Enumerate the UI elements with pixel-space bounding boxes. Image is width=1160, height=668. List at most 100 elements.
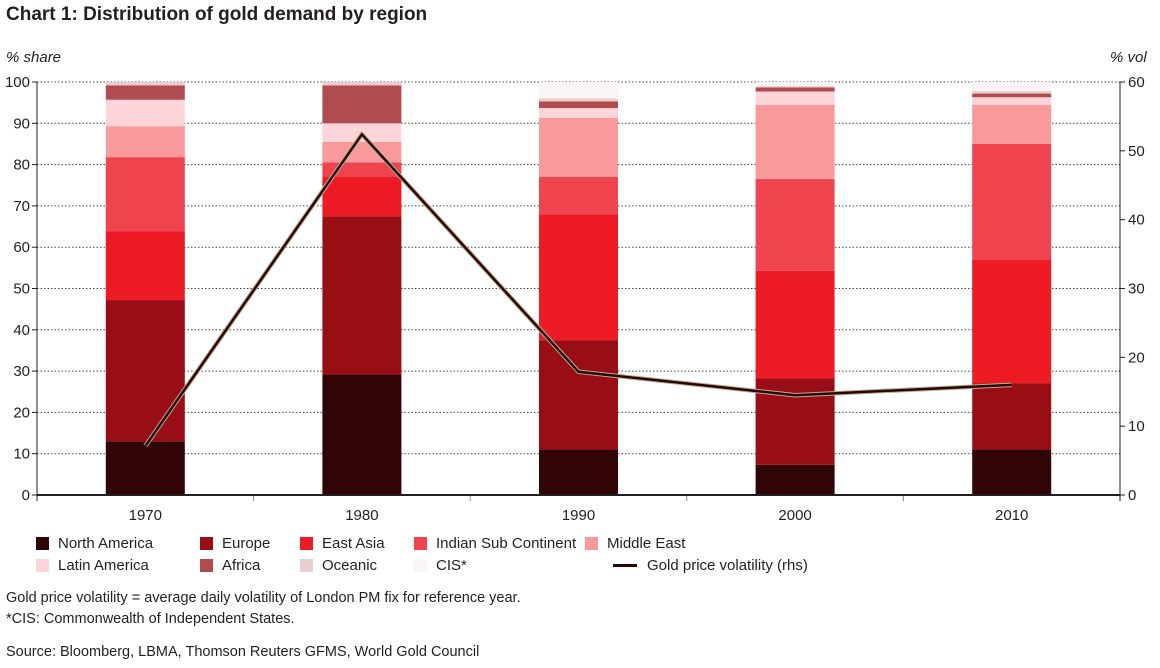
y-right-tick-label: 50 bbox=[1128, 143, 1145, 160]
bar-segment bbox=[755, 86, 835, 88]
bar-segment bbox=[755, 104, 835, 180]
y-left-tick-label: 70 bbox=[13, 198, 30, 215]
legend-label: Oceanic bbox=[322, 557, 378, 574]
bar-segment bbox=[539, 98, 618, 102]
source-note: Source: Bloomberg, LBMA, Thomson Reuters… bbox=[6, 644, 480, 660]
bar-segment bbox=[105, 441, 185, 495]
y-left-tick-label: 20 bbox=[13, 404, 30, 421]
legend-item: Europe bbox=[200, 535, 270, 552]
y-left-tick-label: 50 bbox=[13, 281, 30, 298]
bar-segment bbox=[972, 97, 1052, 105]
chart-plot: 0 10 20 30 40 50 60 70 80 90 100 0 10 20 30 40 50 60 1970 1… bbox=[5, 74, 1145, 524]
legend-label: Indian Sub Continent bbox=[436, 535, 577, 552]
bar-segment bbox=[972, 104, 1052, 144]
note-volatility: Gold price volatility = average daily vo… bbox=[6, 590, 521, 606]
bar-segment bbox=[105, 85, 185, 100]
bar-segment bbox=[972, 259, 1052, 384]
x-tick-label: 2010 bbox=[995, 507, 1028, 524]
bar-segment bbox=[755, 91, 835, 105]
y-left-tick-label: 100 bbox=[5, 74, 30, 91]
bar-segment bbox=[105, 82, 185, 86]
legend-label: Europe bbox=[222, 535, 271, 552]
chart-title: Chart 1: Distribution of gold demand by … bbox=[6, 4, 428, 25]
y-left-tick-label: 80 bbox=[13, 157, 30, 174]
y-left-tick-label: 60 bbox=[13, 239, 30, 256]
bar-segment bbox=[105, 157, 185, 232]
legend-label: North America bbox=[58, 535, 154, 552]
legend-swatch bbox=[585, 537, 598, 550]
legend-label: CIS* bbox=[436, 557, 467, 574]
x-tick-label: 1970 bbox=[129, 507, 162, 524]
bar-segment bbox=[539, 101, 618, 109]
legend-item: East Asia bbox=[300, 535, 385, 552]
bar-segment bbox=[105, 231, 185, 301]
bar-segment bbox=[105, 99, 185, 127]
bar-segment bbox=[755, 87, 835, 92]
y-right-tick-label: 30 bbox=[1128, 281, 1145, 298]
legend-swatch bbox=[300, 537, 313, 550]
bar-segment bbox=[322, 141, 402, 163]
y-left-tick-label: 40 bbox=[13, 322, 30, 339]
bar-segment bbox=[322, 176, 402, 217]
bar-segment bbox=[755, 270, 835, 379]
right-axis-label: % vol bbox=[1110, 49, 1147, 66]
legend-item: CIS* bbox=[414, 557, 467, 574]
bar-segment bbox=[539, 117, 618, 177]
bar-segment bbox=[972, 93, 1052, 98]
bar-segment bbox=[322, 216, 402, 375]
legend-item: Oceanic bbox=[300, 557, 377, 574]
legend-item: Middle East bbox=[585, 535, 685, 552]
legend-swatch bbox=[300, 559, 313, 572]
legend-swatch bbox=[36, 537, 49, 550]
bar-segment bbox=[539, 82, 618, 99]
bar-segment bbox=[755, 179, 835, 271]
legend-item: Latin America bbox=[36, 557, 149, 574]
legend-swatch bbox=[414, 559, 427, 572]
bar-segment bbox=[105, 126, 185, 158]
y-left-tick-label: 10 bbox=[13, 446, 30, 463]
bar-segment bbox=[972, 91, 1052, 94]
legend-swatch bbox=[414, 537, 427, 550]
volatility-line bbox=[144, 132, 1012, 447]
y-right-tick-label: 60 bbox=[1128, 74, 1145, 91]
bar-segment bbox=[972, 82, 1052, 92]
bar-segment bbox=[539, 340, 618, 450]
legend-swatch bbox=[200, 537, 213, 550]
bar-segment bbox=[105, 300, 185, 442]
y-right-tick-label: 10 bbox=[1128, 418, 1145, 435]
legend-label: East Asia bbox=[322, 535, 385, 552]
legend-item: Indian Sub Continent bbox=[414, 535, 576, 552]
y-right-tick-label: 20 bbox=[1128, 349, 1145, 366]
legend-item: North America bbox=[36, 535, 153, 552]
bar-segment bbox=[972, 383, 1052, 450]
bar-segment bbox=[322, 374, 402, 495]
bar-segment bbox=[972, 449, 1052, 495]
bar-segment bbox=[539, 449, 618, 495]
bar-segment bbox=[539, 176, 618, 215]
bar-segment bbox=[755, 82, 835, 87]
bar-segment bbox=[972, 143, 1052, 260]
legend-label: Gold price volatility (rhs) bbox=[647, 557, 808, 574]
legend-swatch bbox=[200, 559, 213, 572]
y-left-tick-label: 90 bbox=[13, 115, 30, 132]
x-tick-label: 2000 bbox=[778, 507, 811, 524]
bar-segment bbox=[322, 85, 402, 124]
legend-line-swatch bbox=[613, 564, 637, 567]
legend-label: Latin America bbox=[58, 557, 149, 574]
legend-item-line: Gold price volatility (rhs) bbox=[613, 557, 808, 574]
legend-label: Africa bbox=[222, 557, 261, 574]
y-right-tick-label: 0 bbox=[1128, 487, 1136, 504]
left-axis-label: % share bbox=[6, 49, 62, 66]
x-tick-label: 1990 bbox=[562, 507, 595, 524]
y-left-tick-label: 30 bbox=[13, 363, 30, 380]
bar-segment bbox=[322, 82, 402, 86]
note-cis: *CIS: Commonwealth of Independent States… bbox=[6, 611, 295, 627]
bar-segment bbox=[755, 464, 835, 495]
y-right-tick-label: 40 bbox=[1128, 212, 1145, 229]
legend-label: Middle East bbox=[607, 535, 686, 552]
legend-item: Africa bbox=[200, 557, 260, 574]
bar-segment bbox=[539, 214, 618, 341]
y-left-tick-label: 0 bbox=[22, 487, 30, 504]
x-tick-label: 1980 bbox=[345, 507, 378, 524]
legend-swatch bbox=[36, 559, 49, 572]
